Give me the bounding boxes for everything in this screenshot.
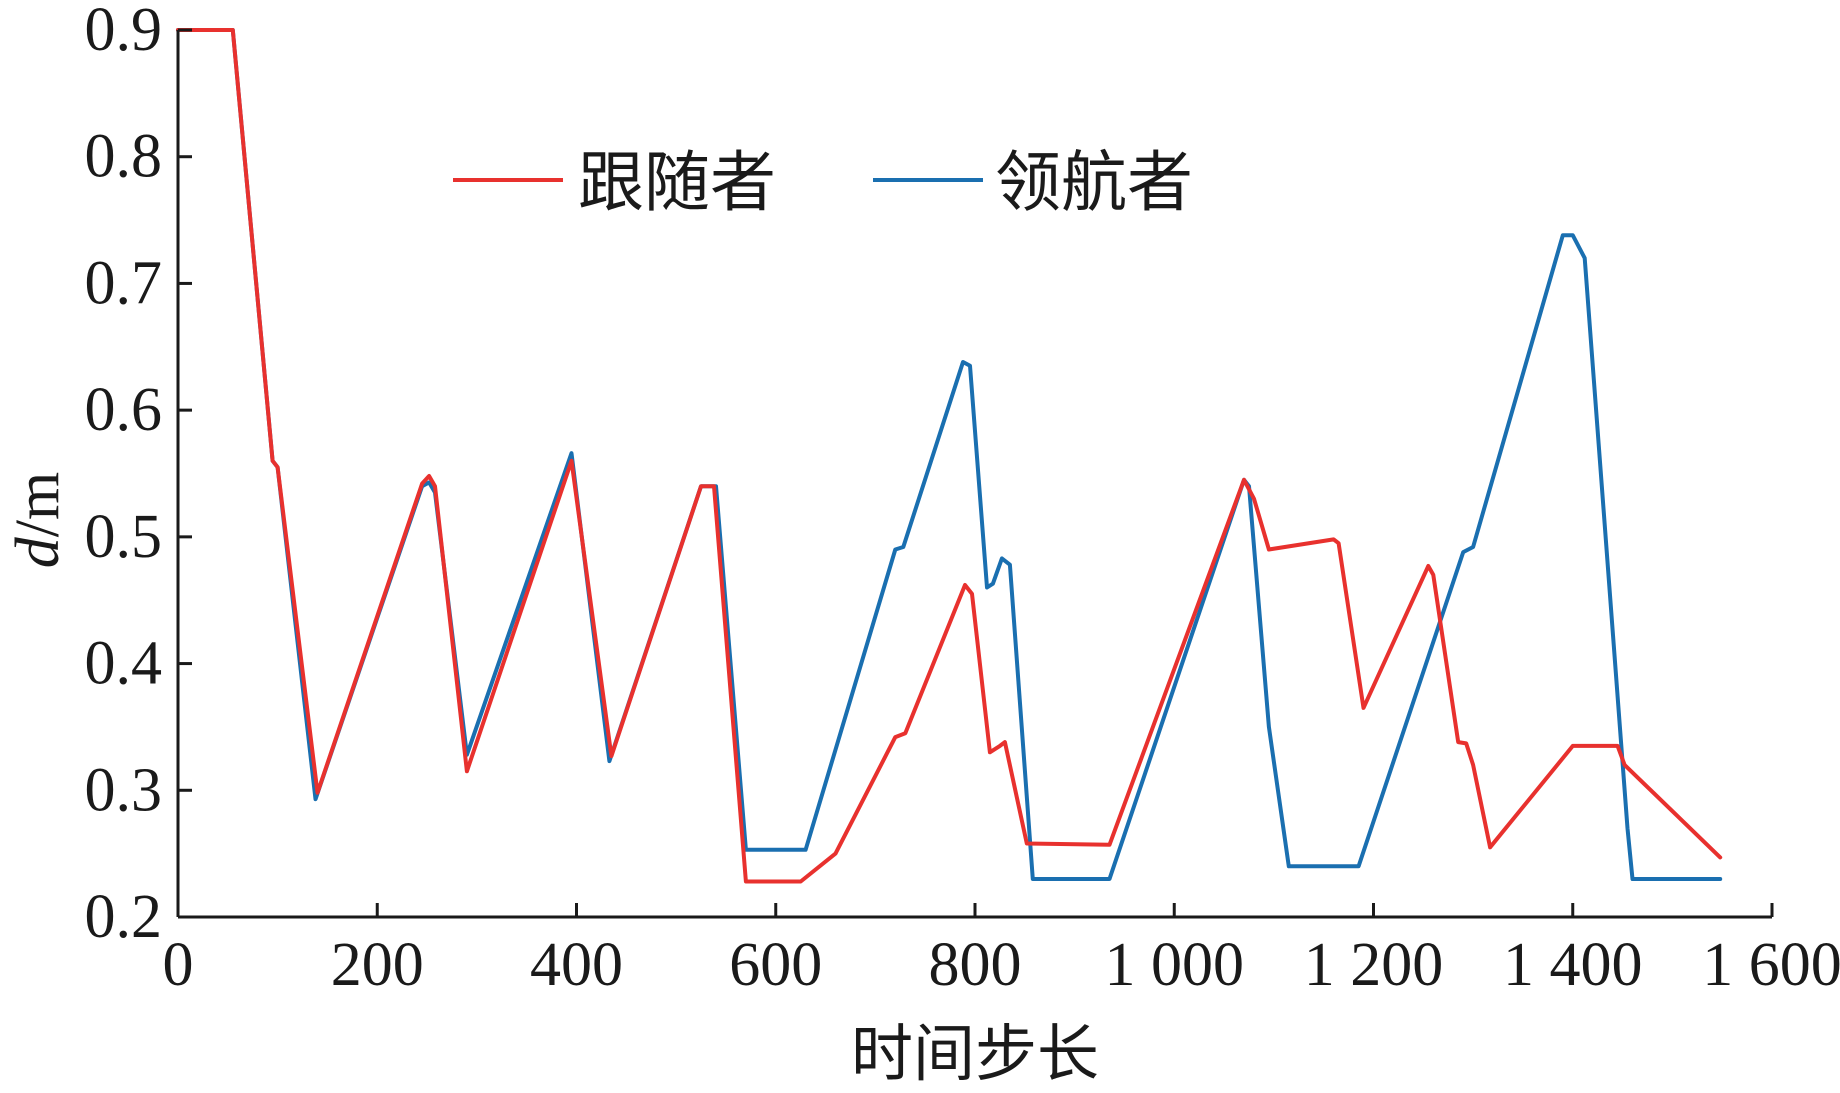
x-tick-label: 1 200: [1304, 931, 1444, 999]
legend-label-follower: 跟随者: [578, 144, 776, 221]
y-tick-label: 0.3: [85, 756, 163, 824]
x-tick-label: 1 600: [1702, 931, 1840, 999]
x-tick-label: 800: [929, 931, 1022, 999]
series-line-leader: [176, 28, 1723, 881]
x-axis-title: 时间步长: [851, 1017, 1099, 1090]
legend: 跟随者 领航者: [453, 144, 1193, 221]
x-tick-label: 400: [530, 931, 623, 999]
y-tick-label: 0.9: [85, 0, 163, 64]
legend-label-leader: 领航者: [995, 144, 1193, 221]
y-tick-label: 0.6: [85, 376, 163, 444]
y-tick-label: 0.7: [85, 249, 163, 317]
y-ticks: 0.2 0.3 0.4 0.5 0.6 0.7 0.8 0.9: [85, 0, 192, 951]
y-tick-label: 0.2: [85, 883, 163, 951]
x-tick-label: 1 400: [1503, 931, 1643, 999]
series-line-follower: [176, 28, 1723, 884]
series-lines: [176, 28, 1723, 884]
x-ticks: 0 200 400 600 800 1 000 1 200 1 400 1 600: [163, 903, 1840, 999]
x-tick-label: 600: [729, 931, 822, 999]
y-tick-label: 0.5: [85, 503, 163, 571]
y-axis-title-symbol: d: [4, 536, 72, 568]
y-tick-label: 0.4: [85, 630, 163, 698]
x-tick-label: 200: [331, 931, 424, 999]
y-axis-title-unit: /m: [4, 472, 72, 537]
axes: [176, 30, 1772, 919]
x-tick-label: 1 000: [1105, 931, 1245, 999]
y-axis-title: d/m: [4, 472, 72, 568]
x-tick-label: 0: [163, 931, 194, 999]
y-tick-label: 0.8: [85, 123, 163, 191]
